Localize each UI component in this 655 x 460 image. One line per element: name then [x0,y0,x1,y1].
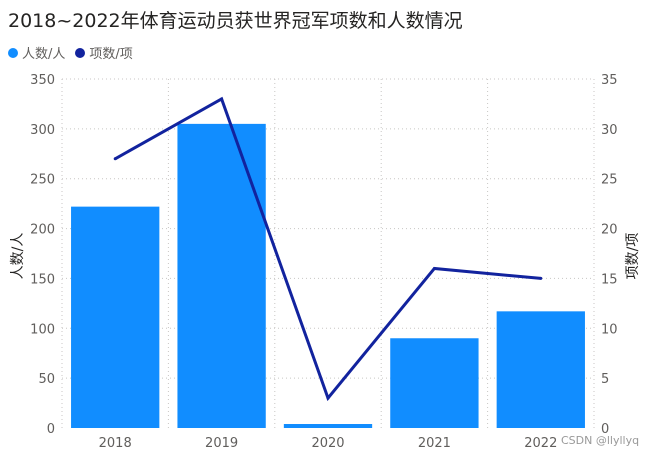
legend-marker-events [75,47,86,58]
bar-2020[interactable] [283,424,373,428]
legend-item-people[interactable]: 人数/人 [8,43,65,62]
y-axis-right-ticks: 0 5 10 15 20 25 30 35 [601,73,618,437]
y-tick-right-15: 15 [601,272,618,287]
y-tick-right-10: 10 [601,322,618,337]
x-tick-2022: 2022 [524,436,557,451]
line-point-2019[interactable] [220,97,224,101]
line-point-2022[interactable] [539,276,543,280]
legend-label-events: 项数/项 [89,47,133,62]
line-point-2020[interactable] [326,396,330,400]
bar-2022[interactable] [496,311,585,428]
bars [71,123,585,428]
x-tick-2020: 2020 [311,436,344,451]
watermark: CSDN @llyllyq [561,434,640,447]
line-series [113,96,543,402]
x-tick-2018: 2018 [99,436,132,451]
y-tick-right-35: 35 [601,73,618,88]
y-tick-right-0: 0 [601,422,609,437]
y-tick-left-200: 200 [30,223,55,238]
x-tick-2021: 2021 [418,436,451,451]
y-tick-left-150: 150 [30,272,55,287]
y-tick-right-20: 20 [601,223,618,238]
legend-label-people: 人数/人 [22,47,66,62]
y-tick-right-30: 30 [601,123,618,138]
x-axis-ticks: 2018 2019 2020 2021 2022 [99,436,558,451]
y-tick-left-350: 350 [30,73,55,88]
y-axis-left-ticks: 0 50 100 150 200 250 300 350 [30,73,55,437]
chart-title: 2018~2022年体育运动员获世界冠军项数和人数情况 [8,10,463,32]
y-tick-left-0: 0 [47,422,55,437]
x-tick-2019: 2019 [205,436,238,451]
bar-2018[interactable] [71,206,160,428]
y-tick-left-250: 250 [30,173,55,188]
y-tick-left-100: 100 [30,322,55,337]
legend-marker-people [8,47,18,58]
line-point-2021[interactable] [432,266,436,270]
legend: 人数/人 项数/项 [8,43,133,62]
legend-item-events[interactable]: 项数/项 [75,43,133,62]
bar-2019[interactable] [177,123,266,428]
y-tick-right-25: 25 [601,173,618,188]
y-axis-left-title: 人数/人 [10,233,26,280]
line-point-2018[interactable] [113,157,117,161]
y-axis-right-title: 项数/项 [625,233,641,280]
bar-2021[interactable] [390,338,479,428]
y-tick-left-300: 300 [30,123,55,138]
y-tick-right-5: 5 [601,372,609,387]
y-tick-left-50: 50 [38,372,55,387]
